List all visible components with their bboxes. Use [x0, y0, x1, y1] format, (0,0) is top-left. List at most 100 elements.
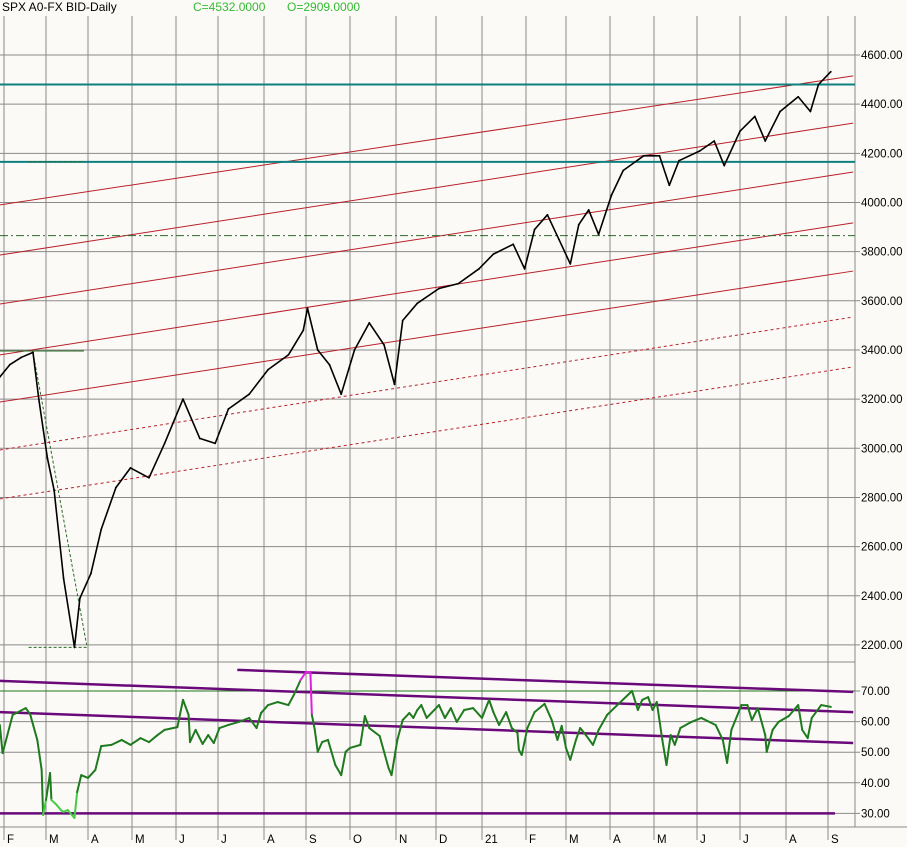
oscillator-segment: [481, 698, 491, 719]
oscillator-segment: [510, 727, 519, 734]
price-line: [0, 71, 832, 649]
month-tick-label: J: [743, 834, 749, 846]
oscillator-segment: [565, 746, 572, 761]
oscillator-segment: [726, 728, 733, 764]
price-point: [438, 287, 440, 290]
price-point: [587, 208, 590, 211]
price-tick-label: 3400.00: [861, 345, 903, 357]
open-value: O=2909.0000: [287, 0, 361, 14]
price-point: [533, 228, 536, 231]
oscillator-segment: [287, 693, 295, 707]
month-tick-label: J: [179, 834, 185, 846]
oscillator-segment: [597, 713, 609, 731]
oscillator-trend-line: [237, 668, 854, 694]
oscillator-segment: [363, 715, 371, 730]
oscillator-segment: [820, 704, 832, 708]
price-point: [753, 115, 756, 118]
oscillator-segment: [42, 798, 47, 816]
oscillator-segment: [237, 716, 251, 723]
price-point: [8, 363, 11, 366]
oscillator-segment: [516, 731, 520, 752]
price-point: [457, 282, 460, 285]
oscillator-tick-label: 30.00: [861, 808, 890, 820]
month-tick-label: S: [831, 834, 839, 846]
price-tick-label: 2400.00: [861, 591, 903, 603]
oscillator-segment: [765, 728, 774, 753]
oscillator-segment: [218, 723, 230, 730]
oscillator-segment: [340, 750, 347, 777]
price-point: [328, 363, 331, 366]
oscillator-segment: [100, 743, 113, 748]
oscillator-segment: [673, 727, 682, 746]
price-point: [492, 253, 495, 255]
price-point: [316, 349, 319, 351]
oscillator-segment: [260, 704, 270, 715]
oscillator-segment: [156, 728, 166, 737]
price-point: [809, 110, 812, 113]
grid: [0, 16, 907, 840]
month-tick-label: A: [267, 834, 275, 846]
month-tick-label: J: [221, 834, 227, 846]
price-point: [53, 489, 56, 491]
price-tick-label: 4400.00: [861, 99, 903, 111]
channel-line: [0, 222, 854, 356]
oscillator-segment: [349, 743, 362, 749]
price-point: [198, 437, 201, 440]
price-tick-label: 2800.00: [861, 492, 903, 504]
price-point: [182, 398, 184, 401]
oscillator-segment: [110, 738, 123, 746]
price-point: [698, 149, 701, 152]
price-point: [622, 169, 625, 172]
price-point: [597, 233, 600, 236]
oscillator-segment: [661, 738, 668, 767]
oscillator-segment: [690, 716, 703, 723]
price-point: [817, 83, 820, 86]
oscillator-segment: [569, 738, 577, 761]
close-value: C=4532.0000: [193, 0, 266, 14]
price-point: [302, 329, 305, 332]
oscillator-segment: [73, 790, 79, 819]
oscillator-segment: [443, 707, 452, 719]
oscillator-segment: [212, 727, 221, 745]
plot-area: [0, 16, 855, 827]
chart-title: SPX A0-FX BID-Daily: [2, 0, 117, 14]
price-point: [368, 322, 371, 324]
oscillator-segment: [420, 704, 428, 719]
price-point: [739, 130, 741, 133]
oscillator-segment: [194, 728, 204, 745]
price-point: [73, 646, 76, 649]
oscillator-tick-label: 50.00: [861, 747, 890, 759]
oscillator-segment: [669, 734, 676, 746]
oscillator-segment: [276, 701, 290, 707]
oscillator-segment: [1, 713, 14, 755]
oscillator-segment: [787, 704, 800, 718]
oscillator-segment: [606, 704, 619, 716]
price-point: [340, 393, 343, 396]
overlay-lines: [0, 75, 855, 815]
price-point: [163, 442, 166, 445]
oscillator-segment: [505, 711, 513, 730]
oscillator-segment: [777, 715, 790, 723]
price-point: [129, 467, 132, 469]
price-point: [37, 398, 40, 401]
month-tick-label: A: [789, 834, 797, 846]
price-point: [658, 154, 661, 157]
oscillator-segment: [55, 804, 62, 812]
price-point: [114, 486, 117, 489]
oscillator-segment: [207, 734, 215, 745]
price-tick-label: 4000.00: [861, 197, 903, 209]
oscillator-segment: [771, 720, 780, 731]
oscillator-segment: [472, 707, 483, 719]
oscillator-trend-line: [0, 679, 854, 714]
oscillator-segment: [655, 701, 664, 741]
price-point: [46, 457, 49, 460]
oscillator-segment: [50, 798, 58, 807]
oscillator-segment: [492, 711, 501, 726]
price-tick-label: 4600.00: [861, 50, 903, 62]
price-tick-label: 3600.00: [861, 296, 903, 308]
price-tick-label: 3000.00: [861, 443, 903, 455]
oscillator-segment: [526, 711, 536, 730]
price-point: [557, 238, 560, 241]
oscillator-segment: [498, 711, 508, 726]
oscillator-segment: [700, 716, 717, 726]
